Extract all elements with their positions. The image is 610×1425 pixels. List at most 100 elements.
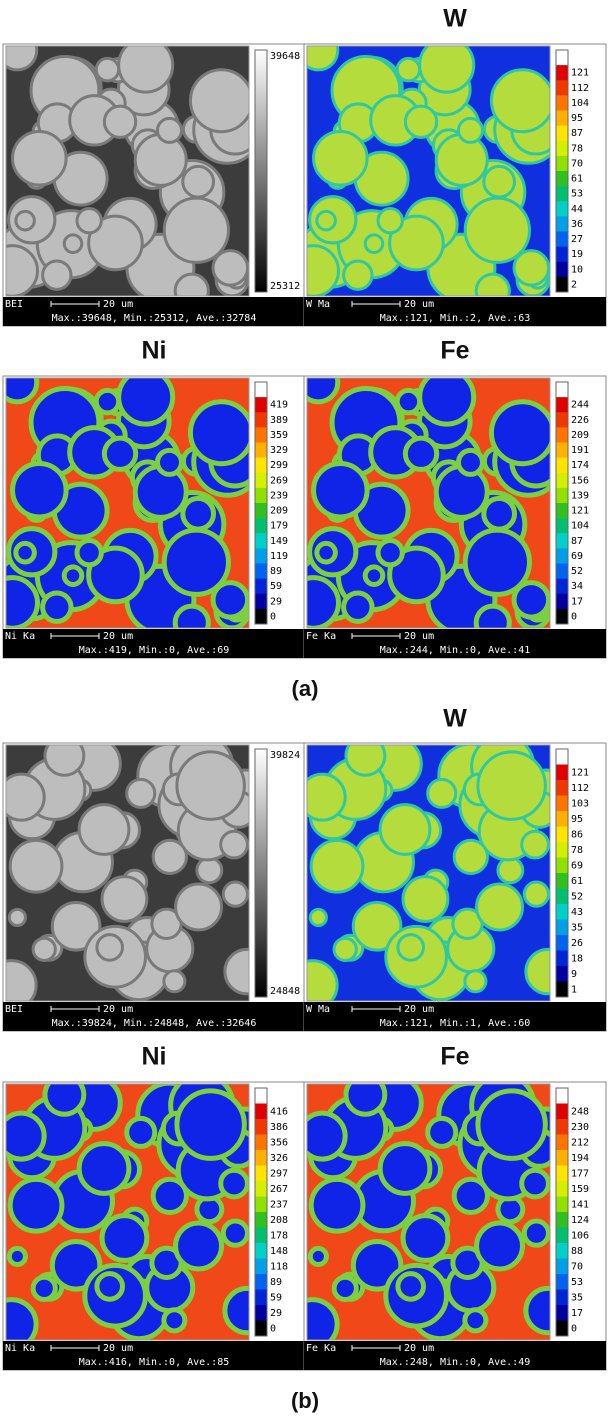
grain	[376, 207, 404, 235]
grain	[74, 538, 104, 568]
colorbar-label: 95	[571, 113, 583, 124]
grain	[8, 838, 64, 894]
colorbar-step	[255, 578, 267, 595]
image-border	[5, 744, 250, 1002]
colorbar-step	[556, 246, 568, 263]
colorbar-label: 191	[571, 445, 589, 456]
colorbar-label: 34	[571, 581, 583, 592]
colorbar-step	[556, 904, 568, 920]
grain	[93, 387, 122, 416]
colorbar-step	[556, 472, 568, 489]
colorbar-step	[255, 1243, 267, 1259]
colorbar-step	[556, 795, 568, 812]
footer	[3, 1341, 305, 1370]
map-tile: 121 112 103 95 86 78 69 61 52 43 35 26 18 9 1 W Ma 20 um…	[303, 742, 607, 1032]
grain	[173, 1220, 225, 1272]
grain	[400, 1213, 451, 1263]
colorbar	[254, 748, 268, 998]
grain	[489, 68, 550, 134]
colorbar-border	[254, 381, 268, 625]
map-tile: 248 230 212 194 177 159 141 124 106 88 70 53 35 17 0 Fe…	[303, 1081, 607, 1371]
grain	[49, 1239, 103, 1292]
colorbar-label: 103	[571, 798, 589, 809]
grain	[95, 933, 125, 962]
colorbar-label: 121	[571, 68, 589, 79]
grain	[496, 856, 525, 885]
map-image	[6, 1084, 249, 1340]
grain	[395, 56, 422, 83]
colorbar-label: 43	[571, 907, 583, 918]
colorbar-step	[556, 201, 568, 217]
grain	[451, 1176, 490, 1215]
colorbar-label: 112	[571, 83, 589, 94]
grain	[311, 460, 370, 520]
grain	[473, 603, 512, 628]
colorbar-label: 0	[270, 1323, 276, 1334]
colorbar-label: 0	[571, 611, 577, 622]
grain	[41, 259, 73, 291]
grain	[133, 132, 188, 187]
image-border	[5, 377, 250, 629]
grain	[462, 527, 532, 597]
colorbar-step	[556, 412, 568, 428]
stats: Max.:416, Min.:0, Ave.:85	[79, 1357, 230, 1368]
colorbar-label: 359	[270, 430, 288, 441]
scale-label: 20 um	[404, 1004, 434, 1015]
colorbar-step	[556, 397, 568, 413]
grain	[308, 907, 328, 927]
grain	[75, 207, 103, 235]
colorbar-step	[556, 966, 568, 982]
colorbar-step	[556, 1196, 568, 1213]
map-image	[6, 745, 249, 1001]
colorbar-step	[255, 1258, 267, 1275]
grain	[101, 435, 139, 472]
colorbar-label: 239	[270, 490, 288, 501]
colorbar-label: 244	[571, 400, 589, 411]
colorbar-label: 106	[571, 1230, 589, 1241]
grain	[434, 132, 489, 187]
colorbar-step	[556, 155, 568, 172]
colorbar-label: 226	[571, 415, 589, 426]
grain	[332, 936, 358, 962]
grain	[520, 829, 550, 860]
colorbar-label: 104	[571, 521, 589, 532]
grain	[463, 969, 488, 994]
colorbar-step	[255, 1165, 267, 1182]
colorbar-step	[255, 1227, 267, 1244]
grain	[314, 540, 338, 565]
signal-label: Fe Ka	[306, 631, 336, 642]
signal-label: BEI	[5, 299, 23, 310]
map-image	[307, 378, 550, 628]
colorbar-label: 212	[571, 1137, 589, 1148]
colorbar-label: 29	[270, 1308, 282, 1319]
colorbar-step	[556, 780, 568, 796]
colorbar-border	[555, 1087, 569, 1337]
colorbar-label: 25312	[270, 281, 300, 292]
colorbar-step	[556, 1320, 568, 1337]
colorbar-step	[556, 548, 568, 564]
map-title: Fe	[440, 1043, 469, 1071]
grain	[309, 838, 365, 894]
grain	[6, 1297, 39, 1340]
colorbar-step	[556, 1305, 568, 1321]
grain	[173, 272, 210, 296]
colorbar-step	[255, 593, 267, 610]
colorbar-step	[255, 412, 267, 428]
grain	[7, 1176, 65, 1234]
grain	[6, 1110, 47, 1162]
colorbar-step	[255, 1088, 267, 1104]
colorbar-label: 112	[571, 783, 589, 794]
grain	[452, 838, 489, 875]
colorbar-step	[556, 457, 568, 474]
colorbar-label: 19	[571, 249, 583, 260]
colorbar-step	[556, 1227, 568, 1244]
grain	[521, 1218, 550, 1248]
colorbar-step	[556, 95, 568, 111]
footer	[304, 629, 606, 658]
signal-label: Ni Ka	[5, 1343, 35, 1354]
colorbar-step	[556, 382, 568, 398]
colorbar-label: 39824	[270, 750, 300, 761]
image-border	[306, 744, 551, 1002]
colorbar-step	[556, 487, 568, 504]
grain	[377, 1141, 433, 1196]
